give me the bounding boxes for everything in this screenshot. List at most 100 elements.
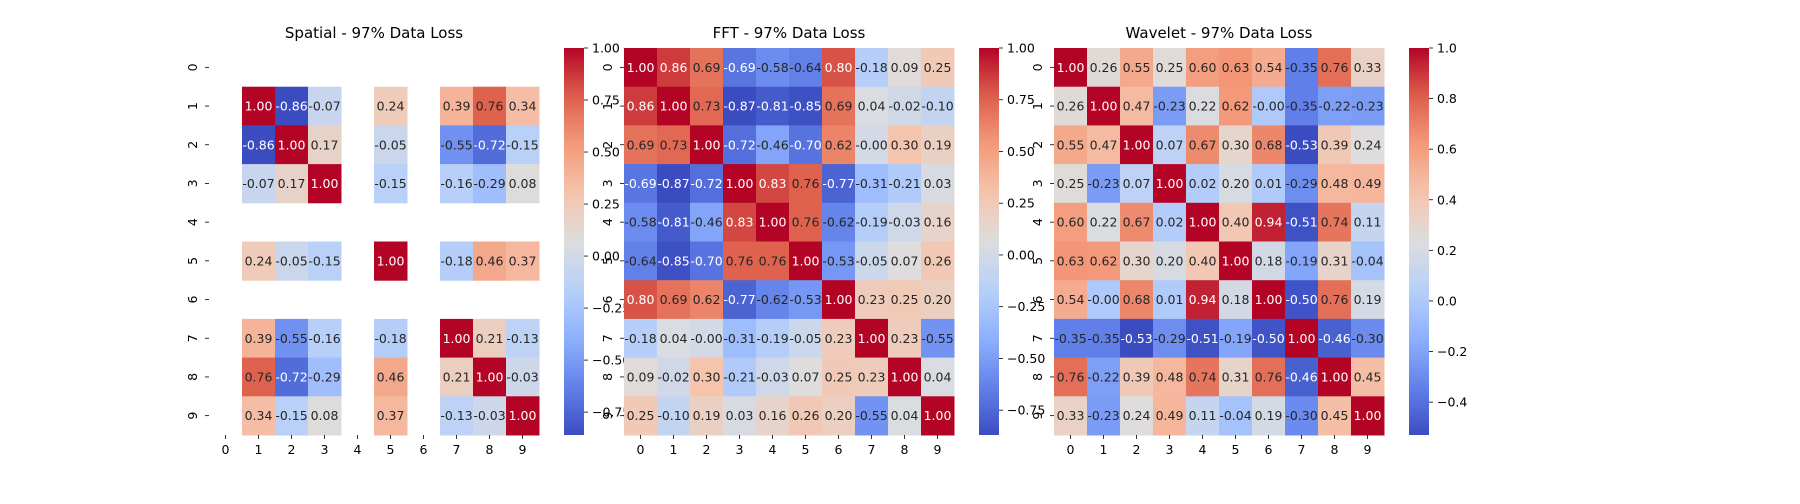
heatmap-cell (855, 125, 889, 165)
cell-value-label: 0.62 (1090, 253, 1118, 268)
y-tick-label: 2 (600, 141, 615, 149)
cell-value-label: 0.68 (1255, 137, 1283, 152)
heatmap-cell (1285, 280, 1319, 320)
heatmap-cell (1054, 396, 1088, 436)
heatmap-cell (1186, 164, 1220, 204)
cell-value-label: -0.55 (275, 331, 307, 346)
cell-value-label: 1.00 (1189, 215, 1217, 230)
heatmap-cell (1318, 241, 1352, 281)
cell-value-label: 0.60 (1057, 215, 1085, 230)
cell-value-label: 0.20 (924, 292, 952, 307)
heatmap-cell (1054, 357, 1088, 397)
cell-value-label: 0.39 (1123, 369, 1151, 384)
cell-value-label: -0.00 (690, 331, 722, 346)
x-tick-label: 0 (637, 442, 645, 457)
cell-value-label: -0.03 (756, 369, 788, 384)
heatmap-cell (1054, 318, 1088, 359)
heatmap-cell (756, 202, 790, 242)
x-tick-label: 4 (1199, 442, 1207, 457)
cell-value-label: 0.45 (1321, 408, 1349, 423)
heatmap-cell (1252, 202, 1286, 242)
cell-value-label: 0.48 (1321, 176, 1349, 191)
heatmap-cell (657, 202, 691, 242)
y-tick-label: 1 (1030, 102, 1045, 110)
cell-value-label: -0.86 (242, 137, 274, 152)
heatmap-cell (624, 125, 658, 165)
cell-value-label: -0.21 (888, 176, 920, 191)
heatmap-cell (1285, 396, 1319, 436)
heatmap-cell (690, 48, 724, 88)
cell-value-label: 0.76 (1321, 292, 1349, 307)
x-tick-label: 2 (1133, 442, 1141, 457)
heatmap-cell (1186, 396, 1220, 436)
cell-value-label: -0.53 (789, 292, 821, 307)
y-tick-label: 8 (185, 373, 200, 381)
cell-value-label: 0.19 (693, 408, 721, 423)
cell-value-label: 0.31 (1321, 253, 1349, 268)
heatmap-cell (1186, 48, 1220, 88)
heatmap-cell (624, 202, 658, 242)
heatmap-cell (789, 202, 823, 242)
x-tick-label: 7 (1298, 442, 1306, 457)
heatmap-cell (1120, 48, 1154, 88)
heatmap-cell (1153, 396, 1187, 436)
cell-value-label: -0.85 (789, 99, 821, 114)
x-tick-label: 5 (387, 442, 395, 457)
heatmap-cell (242, 357, 276, 397)
heatmap-cell (888, 318, 922, 359)
heatmap-cell (723, 241, 757, 281)
cell-value-label: -0.31 (723, 331, 755, 346)
cell-value-label: 0.76 (792, 215, 820, 230)
heatmap-cell (1219, 280, 1253, 320)
cell-value-label: 0.17 (311, 137, 339, 152)
heatmap-cell (1219, 241, 1253, 281)
heatmap-cell (374, 357, 408, 397)
cell-value-label: 0.37 (377, 408, 405, 423)
cell-value-label: -0.30 (1285, 408, 1317, 423)
cell-value-label: 0.02 (1156, 215, 1184, 230)
cell-value-label: 0.49 (1156, 408, 1184, 423)
cell-value-label: 0.40 (1222, 215, 1250, 230)
cell-value-label: 0.55 (1123, 60, 1151, 75)
cell-value-label: 0.04 (924, 369, 952, 384)
cell-value-label: 1.00 (278, 137, 306, 152)
heatmap-cell (921, 202, 955, 242)
colorbar-tick-label: 0.00 (592, 249, 620, 264)
cell-value-label: 0.22 (1090, 215, 1118, 230)
cell-value-label: 0.74 (1321, 215, 1349, 230)
heatmap-cell (1252, 318, 1286, 359)
heatmap-cell (1285, 164, 1319, 204)
colorbar-tick-label: 1.00 (592, 41, 620, 56)
heatmap-cell (789, 86, 823, 126)
x-tick-label: 9 (519, 442, 527, 457)
heatmap-cell (624, 318, 658, 359)
cell-value-label: -0.70 (690, 253, 722, 268)
cell-value-label: -0.77 (822, 176, 854, 191)
heatmap-cell (822, 86, 856, 126)
cell-value-label: -0.22 (1318, 99, 1350, 114)
heatmap-cell (690, 202, 724, 242)
heatmap-cell (921, 241, 955, 281)
heatmap-cell (723, 396, 757, 436)
heatmap-cell (690, 125, 724, 165)
colorbar-tick-label: 0.00 (1007, 247, 1035, 262)
heatmap-cell (1054, 86, 1088, 126)
cell-value-label: 0.23 (825, 331, 853, 346)
heatmap-cell (822, 164, 856, 204)
heatmap-cell (1054, 48, 1088, 88)
heatmap-cell (1186, 280, 1220, 320)
heatmap-cell (855, 396, 889, 436)
cell-value-label: 0.20 (1222, 176, 1250, 191)
heatmap-cell (1120, 125, 1154, 165)
cell-value-label: -0.86 (275, 99, 307, 114)
heatmap-cell (756, 280, 790, 320)
cell-value-label: 1.00 (443, 331, 471, 346)
heatmap-cell (921, 318, 955, 359)
heatmap-cell (1219, 48, 1253, 88)
cell-value-label: 0.76 (1321, 60, 1349, 75)
heatmap-cell (1054, 202, 1088, 242)
cell-value-label: -0.72 (690, 176, 722, 191)
colorbar-tick-label: 0.6 (1437, 142, 1457, 157)
heatmap-cell (374, 86, 408, 126)
